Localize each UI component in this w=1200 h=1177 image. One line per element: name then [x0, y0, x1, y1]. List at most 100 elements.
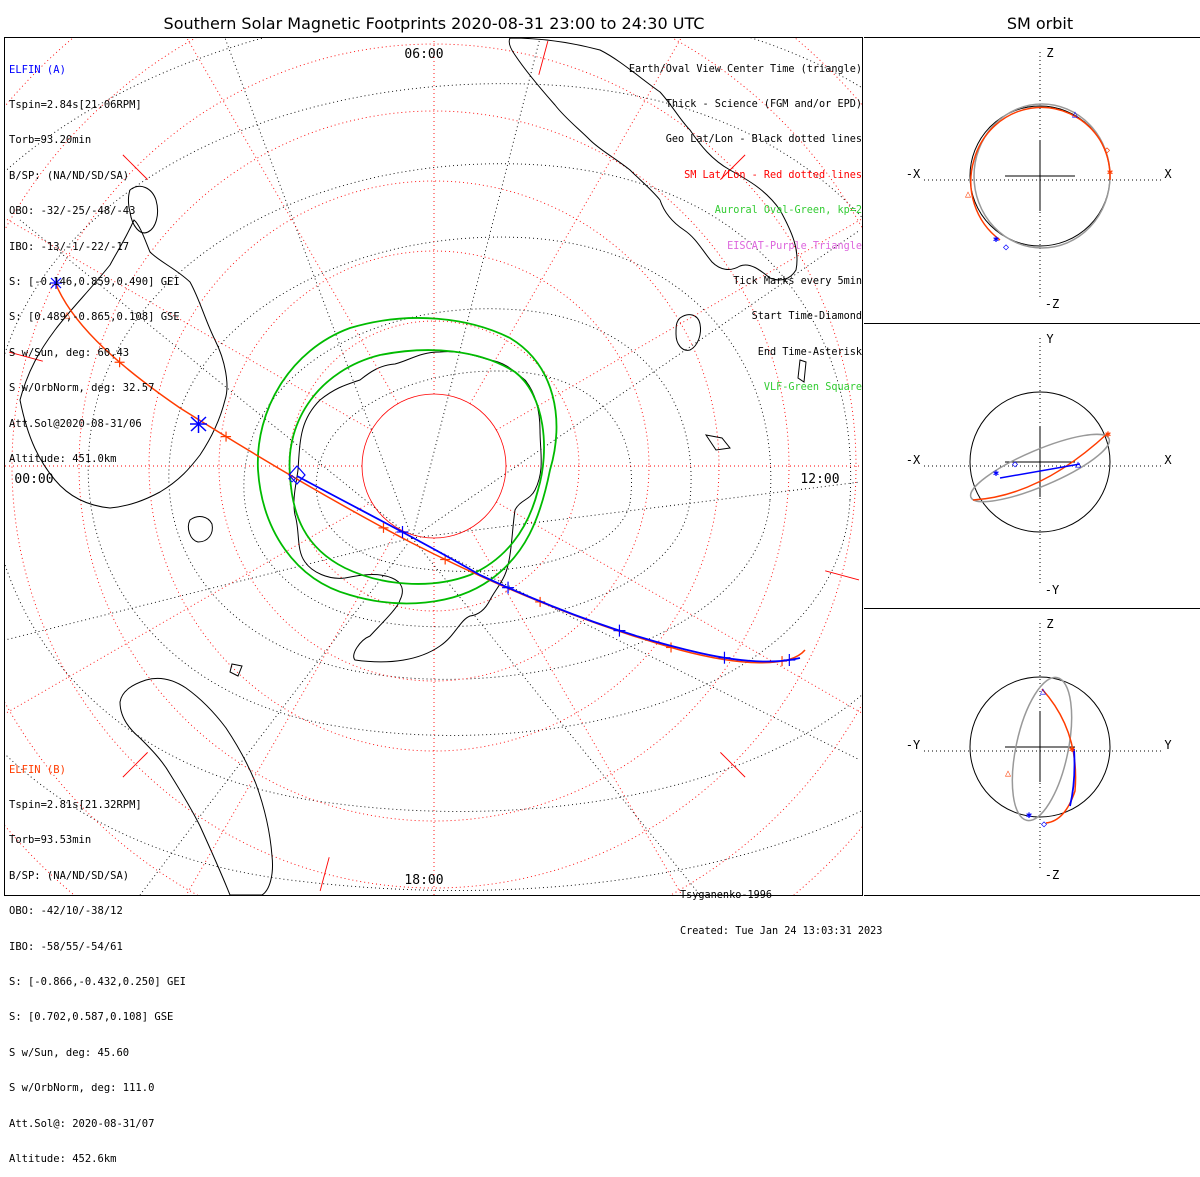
island-coast [229, 663, 243, 677]
geo-lat-circle [5, 38, 862, 891]
elfin-b-line: S w/OrbNorm, deg: 111.0 [9, 1082, 155, 1095]
time-label-00: 00:00 [14, 472, 53, 487]
auroral-oval [257, 317, 558, 605]
elfin-b-triangle: △ [64, 308, 71, 321]
legend-item: Geo Lat/Lon - Black dotted lines [665, 134, 862, 146]
elfin-a-line: B/SP: (NA/ND/SD/SA) [9, 169, 130, 182]
orbit-axis-label: Y [1164, 738, 1172, 752]
legend-item: VLF-Green Square [763, 382, 862, 394]
polar-map: ◇ △ [5, 38, 862, 895]
elfin-a-line: Torb=93.20min [9, 134, 92, 147]
orbit-axis-label: Z [1046, 617, 1053, 631]
sm-lat-circle [288, 320, 580, 612]
orbit-marker: △ [1072, 109, 1078, 120]
elfin-a-end-asterisk [190, 415, 207, 433]
time-label-12: 12:00 [800, 472, 839, 487]
sm-tick [538, 40, 549, 75]
elfin-b-end-asterisk [50, 277, 62, 289]
elfin-b-line: S w/Sun, deg: 45.60 [9, 1046, 130, 1059]
elfin-b-line: Altitude: 452.6km [9, 1152, 117, 1165]
elfin-a-track: △ [50, 277, 801, 666]
orbit-a-path [973, 106, 1111, 181]
orbit-marker: △ [1005, 768, 1011, 779]
tasmania-coast [187, 516, 213, 543]
sm-tick [122, 752, 148, 778]
legend: Earth/Oval View Center Time (triangle) T… [629, 40, 862, 406]
model-credit: Tsyganenko-1996 [680, 890, 773, 901]
time-label-06: 06:00 [404, 47, 443, 62]
sm-tick [122, 154, 148, 180]
south-america-coast [119, 677, 273, 895]
new-zealand-coast [128, 185, 159, 234]
legend-item: Auroral Oval-Green, kp=2 [714, 205, 862, 217]
geo-lat-circle [315, 370, 632, 572]
orbit-a-path [1041, 688, 1077, 824]
created-credit: Created: Tue Jan 24 13:03:31 2023 [680, 926, 883, 937]
geo-lat-circle [243, 308, 692, 628]
elfin-b-info: ELFIN (B) Tspin=2.81s[21.32RPM] Torb=93.… [9, 741, 186, 1177]
elfin-a-line: Att.Sol@2020-08-31/06 [9, 417, 142, 430]
orbit-panel: Z -Z -Y Y △ △ ✱ ✱ ◇ [906, 617, 1173, 882]
legend-item: EISCAT-Purple Triangle [727, 240, 862, 252]
geo-meridian [139, 537, 413, 895]
sm-tick [8, 351, 43, 362]
orbit-axis-label: X [1164, 167, 1172, 181]
orbit-a-science [1069, 748, 1076, 807]
geo-meridian [411, 537, 861, 761]
figure-canvas: Southern Solar Magnetic Footprints 2020-… [4, 14, 1200, 896]
elfin-b-name: ELFIN (B) [9, 763, 66, 776]
elfin-a-line: S w/Sun, deg: 60.43 [9, 346, 130, 359]
orbit-marker: ◇ [1012, 459, 1018, 470]
sm-tick [825, 570, 860, 581]
elfin-b-line: S: [0.702,0.587,0.108] GSE [9, 1011, 174, 1024]
sm-tick [720, 752, 746, 778]
plot-title: Southern Solar Magnetic Footprints 2020-… [164, 14, 705, 33]
elfin-a-line: S: [-0.146,0.859,0.490] GEI [9, 275, 180, 288]
geo-lat-circle [168, 236, 772, 680]
sm-meridian [496, 218, 862, 431]
orbit-axis-label: -Z [1045, 868, 1059, 882]
legend-item: End Time-Asterisk [757, 346, 862, 358]
elfin-b-line: OBO: -42/10/-38/12 [9, 905, 123, 918]
geo-meridian [19, 219, 413, 539]
orbit-axis-label: -X [906, 167, 921, 181]
africa-coast [508, 38, 798, 281]
orbit-axis-label: -Y [1045, 583, 1060, 597]
orbit-axis-label: -Y [906, 738, 921, 752]
auroral-oval-outer [257, 317, 558, 605]
orbit-axis-label: Z [1046, 46, 1053, 60]
elfin-a-line: S: [0.489,-0.865,0.108] GSE [9, 311, 180, 324]
credits: Tsyganenko-1996 Created: Tue Jan 24 13:0… [680, 866, 882, 950]
madagascar-coast [675, 314, 701, 351]
sm-lat-circle [78, 110, 790, 822]
legend-item: Tick Marks every 5min [733, 275, 862, 287]
orbit-marker: △ [965, 189, 971, 200]
elfin-a-name: ELFIN (A) [9, 63, 66, 76]
elfin-a-line: S w/OrbNorm, deg: 32.57 [9, 382, 155, 395]
legend-item: SM Lat/Lon - Red dotted lines [684, 169, 862, 181]
elfin-b-line: IBO: -58/55/-54/61 [9, 940, 123, 953]
sm-lat-circle [361, 393, 507, 539]
sm-lat-circle [11, 43, 857, 889]
geo-meridian [224, 38, 413, 539]
elfin-a-line: OBO: -32/-25/-48/-43 [9, 205, 136, 218]
elfin-b-line: S: [-0.866,-0.432,0.250] GEI [9, 975, 187, 988]
orbit-marker: ✱ [993, 234, 999, 245]
island-coast [704, 434, 731, 451]
elfin-a-info: ELFIN (A) Tspin=2.84s[21.06RPM] Torb=93.… [9, 41, 180, 477]
orbit-axis-label: -Z [1045, 297, 1059, 311]
elfin-a-line: Altitude: 451.0km [9, 452, 117, 465]
geo-grid [5, 38, 862, 895]
elfin-b-line: Tspin=2.81s[21.32RPM] [9, 798, 142, 811]
sm-tick [319, 857, 330, 892]
orbit-panel-title: SM orbit [1007, 14, 1073, 33]
sm-orbit-panels: Z -Z -X X △ △ ◇ ✱ ◇ ✱ Y -Y -X X ✱ ◇ △ ✱ Z -Z -Y Y △ △ ✱ ✱ ◇ [906, 46, 1173, 882]
orbit-marker: ◇ [1104, 145, 1110, 156]
orbit-marker: ✱ [993, 468, 999, 479]
legend-item: Start Time-Diamond [751, 311, 862, 323]
geo-meridian [411, 537, 701, 895]
orbit-marker: ✱ [1105, 429, 1111, 440]
sm-lat-circle [218, 250, 650, 682]
orbit-panel: Z -Z -X X △ △ ◇ ✱ ◇ ✱ [906, 46, 1173, 311]
orbit-panel: Y -Y -X X ✱ ◇ △ ✱ [906, 332, 1173, 597]
